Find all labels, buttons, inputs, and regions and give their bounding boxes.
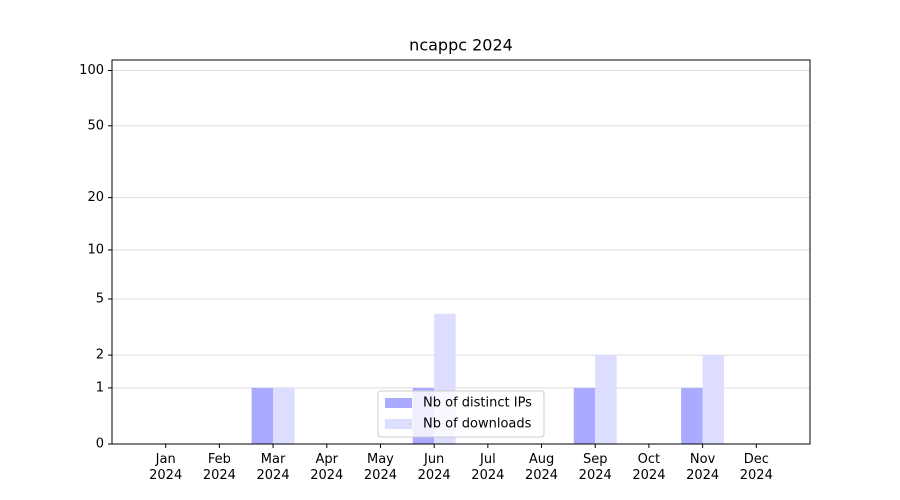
x-tick-label: Feb 2024: [202, 452, 236, 483]
x-tick-label: Aug 2024: [524, 452, 559, 483]
bar: [595, 355, 617, 444]
plot-frame: [111, 59, 811, 445]
y-tick-label: 1: [96, 380, 104, 395]
x-tick-label: Jun 2024: [417, 452, 451, 483]
legend-label: Nb of distinct IPs: [423, 396, 532, 411]
bar: [273, 387, 295, 444]
y-tick-label: 10: [87, 242, 104, 257]
y-tick-label: 5: [96, 291, 104, 306]
x-tick-label: Nov 2024: [686, 452, 720, 483]
legend-label: Nb of downloads: [423, 417, 532, 432]
legend: Nb of distinct IPs Nb of downloads: [377, 390, 545, 438]
legend-swatch: [385, 398, 412, 408]
x-tick-label: Mar 2024: [256, 452, 290, 483]
y-tick-label: 20: [87, 190, 104, 205]
x-tick-label: Sep 2024: [578, 452, 612, 483]
y-tick-label: 50: [87, 118, 104, 133]
x-tick-label: Jan 2024: [149, 452, 183, 483]
x-tick-label: May 2024: [363, 452, 397, 483]
x-tick-label: Dec 2024: [739, 452, 773, 483]
y-tick-label: 100: [79, 63, 104, 78]
x-tick-label: Oct 2024: [632, 452, 666, 483]
bar: [251, 387, 274, 444]
bar: [573, 387, 596, 444]
bar: [681, 387, 703, 444]
x-tick-label: Apr 2024: [310, 452, 344, 483]
x-tick-label: Jul 2024: [471, 452, 505, 483]
y-tick-label: 0: [96, 437, 104, 452]
chart-title: ncappc 2024: [409, 36, 513, 55]
bar: [702, 355, 725, 444]
y-tick-label: 2: [96, 348, 104, 363]
legend-box: [377, 390, 545, 438]
legend-swatch: [385, 419, 412, 429]
